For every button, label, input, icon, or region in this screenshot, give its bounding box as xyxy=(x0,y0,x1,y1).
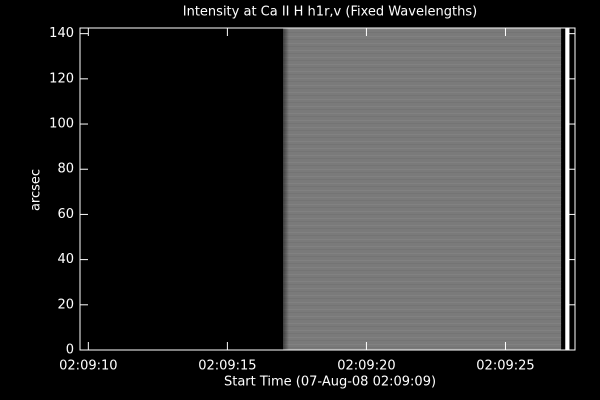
chart-title: Intensity at Ca II H h1r,v (Fixed Wavele… xyxy=(183,5,477,20)
y-axis-label: arcsec xyxy=(29,169,44,211)
y-tick-label: 40 xyxy=(57,252,74,267)
image-segment xyxy=(565,28,570,350)
y-tick-label: 60 xyxy=(57,207,74,222)
x-axis-label: Start Time (07-Aug-08 02:09:09) xyxy=(224,375,436,390)
x-tick-label: 02:09:10 xyxy=(59,359,117,374)
y-tick-label: 80 xyxy=(57,162,74,177)
x-tick-label: 02:09:20 xyxy=(337,359,395,374)
image-segment xyxy=(80,28,284,350)
x-tick-label: 02:09:25 xyxy=(476,359,534,374)
image-edge xyxy=(277,28,290,350)
plot-area xyxy=(80,28,570,350)
y-tick-label: 120 xyxy=(49,71,74,86)
axis-frame xyxy=(79,27,576,351)
image-texture xyxy=(283,28,562,350)
y-tick-label: 20 xyxy=(57,297,74,312)
y-tick-label: 140 xyxy=(49,26,74,41)
x-tick-label: 02:09:15 xyxy=(198,359,256,374)
y-tick-label: 100 xyxy=(49,117,74,132)
y-tick-label: 0 xyxy=(66,343,74,358)
